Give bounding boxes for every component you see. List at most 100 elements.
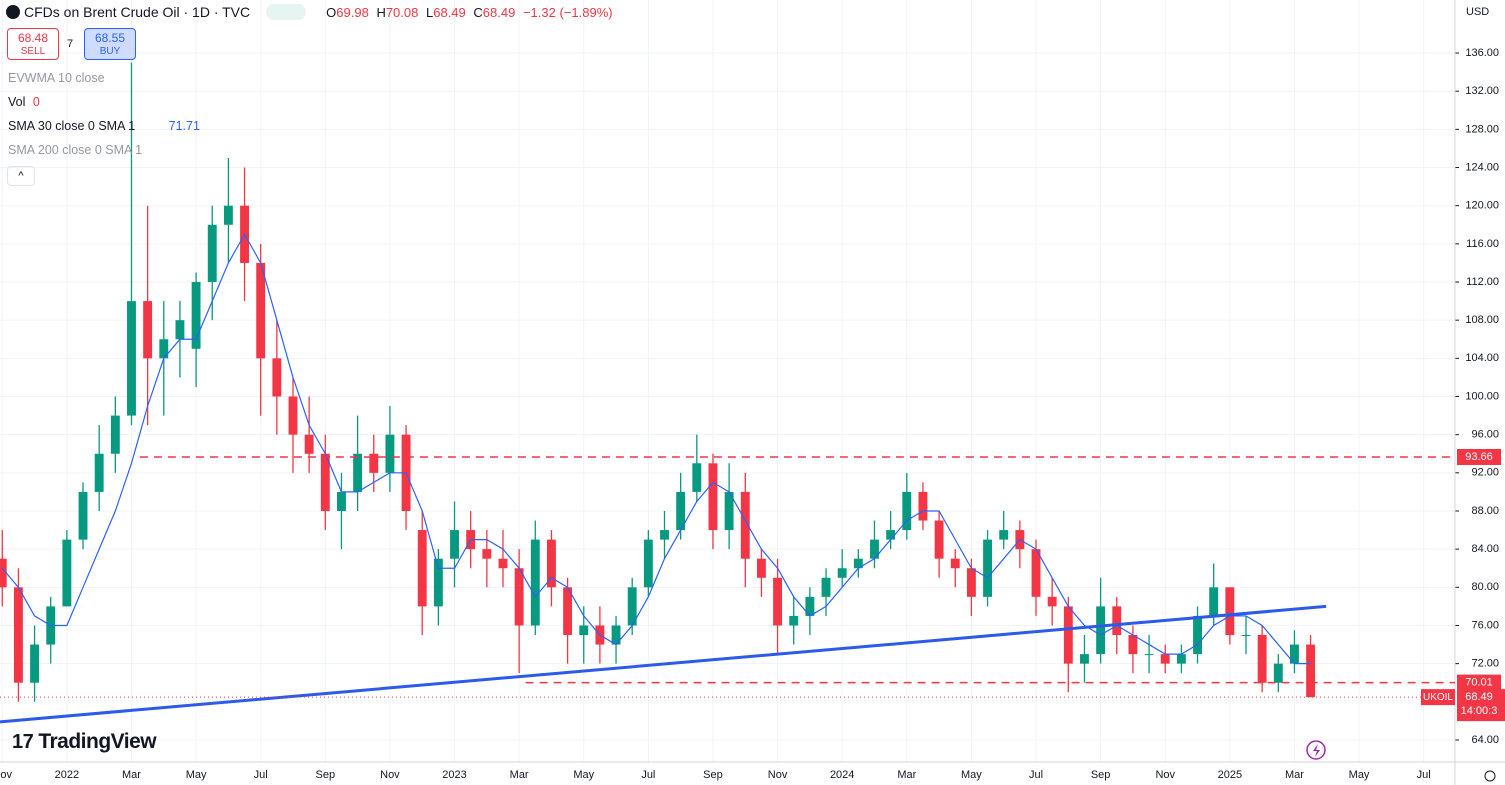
x-tick-label: Sep	[316, 769, 336, 781]
candle-body	[805, 596, 815, 616]
buy-button[interactable]: 68.55 BUY	[84, 28, 136, 60]
candle-body	[191, 282, 201, 349]
y-tick-label: 96.00	[1471, 429, 1499, 441]
x-tick-label: May	[1349, 769, 1370, 781]
candle-body	[870, 539, 879, 559]
alert-icon[interactable]	[1306, 740, 1326, 760]
x-tick-label: Jul	[641, 769, 655, 781]
x-tick-label: Nov	[0, 769, 13, 781]
l-value: 68.49	[433, 4, 466, 20]
candle-body	[1063, 606, 1073, 664]
x-tick-label: Sep	[1091, 769, 1111, 781]
x-tick-label: Nov	[380, 769, 400, 781]
candle-body	[1031, 549, 1041, 597]
candle-body	[78, 491, 88, 540]
candle-body	[337, 491, 346, 511]
y-tick-label: 88.00	[1471, 505, 1499, 517]
y-tick-label: 72.00	[1471, 658, 1499, 670]
y-tick-label: 128.00	[1465, 123, 1499, 135]
y-tick-label: 104.00	[1465, 352, 1499, 364]
y-tick-label: 84.00	[1471, 543, 1499, 555]
candle-body	[1290, 644, 1299, 664]
candle-body	[789, 615, 799, 626]
candle-body	[1306, 644, 1316, 698]
candle-body	[288, 396, 298, 435]
change: −1.32 (−1.89%)	[522, 4, 613, 20]
c-value: 68.49	[482, 4, 516, 20]
y-tick-label: 76.00	[1471, 619, 1499, 631]
candle-body	[886, 530, 896, 540]
symbol-tag	[1421, 689, 1455, 706]
x-tick-label: Mar	[897, 769, 916, 781]
candle-body	[482, 549, 492, 559]
status-badge[interactable]	[266, 4, 307, 20]
candle-body	[385, 434, 395, 473]
candle-body	[159, 339, 169, 359]
candle-body	[773, 577, 783, 626]
candle-body	[611, 625, 621, 645]
level-label: 93.66	[1465, 451, 1493, 463]
sell-button[interactable]: 68.48 SELL	[7, 28, 59, 60]
level-tag	[1457, 448, 1501, 465]
y-tick-label: 100.00	[1465, 390, 1499, 402]
indicator-name: SMA 30 close 0 SMA 1	[8, 119, 136, 133]
candle-body	[740, 491, 750, 559]
indicator[interactable]: SMA 30 close 0 SMA 1 71.71	[8, 119, 200, 133]
indicator[interactable]: EVWMA 10 close	[8, 71, 105, 85]
x-tick-label: Mar	[122, 769, 141, 781]
settings-icon[interactable]	[1484, 770, 1496, 782]
x-tick-label: Nov	[1155, 769, 1175, 781]
h-label: H	[376, 4, 386, 20]
candle-body	[94, 453, 104, 492]
o-label: O	[326, 4, 337, 20]
candle-body	[1273, 663, 1283, 683]
h-value: 70.08	[385, 4, 419, 20]
x-tick-label: Mar	[510, 769, 529, 781]
trendline	[0, 604, 1327, 724]
price-label: 68.49	[1465, 691, 1493, 703]
indicator[interactable]: SMA 200 close 0 SMA 1	[8, 143, 143, 157]
price-tag	[1457, 689, 1505, 722]
candle-body	[1257, 635, 1267, 683]
candle-body	[724, 491, 734, 531]
candle-body	[546, 539, 556, 588]
o-value: 69.98	[336, 4, 369, 20]
indicator-name: Vol	[8, 95, 26, 109]
y-tick-label: 80.00	[1471, 581, 1499, 593]
indicator[interactable]: Vol 0	[8, 95, 40, 109]
candle-body	[272, 358, 282, 397]
candle-body	[30, 644, 40, 683]
spread: 7	[67, 38, 74, 50]
x-tick-label: Jul	[1029, 769, 1043, 781]
candle-body	[1193, 615, 1202, 655]
candle-body	[1128, 635, 1138, 655]
candle-body	[1047, 596, 1057, 607]
x-tick-label: Jul	[254, 769, 268, 781]
y-tick-label: 132.00	[1465, 85, 1499, 97]
candle-body	[417, 530, 427, 607]
candle-body	[530, 539, 540, 626]
x-tick-label: Nov	[768, 769, 788, 781]
y-tick-label: 116.00	[1466, 238, 1499, 250]
candle-body	[1112, 606, 1122, 636]
x-tick-label: Sep	[703, 769, 723, 781]
x-tick-label: May	[961, 769, 982, 781]
candle-body	[320, 453, 330, 511]
candle-body	[918, 491, 928, 521]
level-label: 70.01	[1465, 677, 1493, 689]
currency: USD	[1466, 6, 1490, 18]
x-tick-label: May	[186, 769, 207, 781]
symbol-label: UKOIL	[1423, 692, 1453, 703]
countdown: 14:00:3	[1461, 705, 1498, 717]
candle-body	[450, 530, 459, 559]
y-tick-label: 120.00	[1465, 200, 1499, 212]
candle-body	[579, 625, 589, 636]
buy-label: BUY	[99, 46, 121, 57]
sell-price: 68.48	[17, 31, 49, 45]
candle-body	[1225, 587, 1235, 636]
candle-body	[1144, 654, 1154, 656]
y-tick-label: 136.00	[1465, 47, 1499, 59]
collapse-button[interactable]: ^	[7, 166, 35, 186]
y-tick-label: 64.00	[1471, 734, 1499, 746]
